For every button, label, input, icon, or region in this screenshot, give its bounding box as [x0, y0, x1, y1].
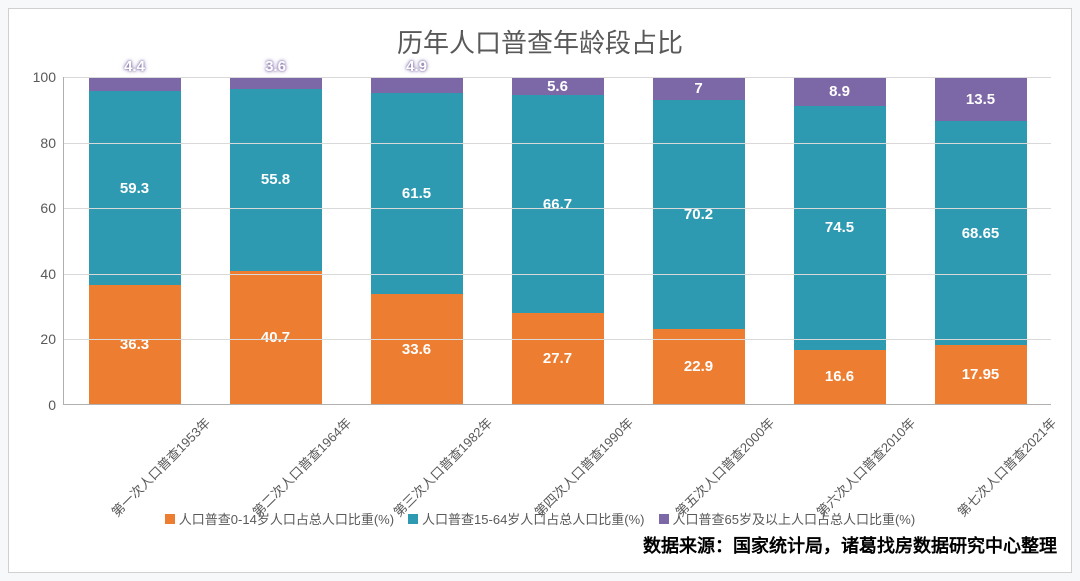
x-axis-label: 第六次人口普查2010年	[793, 407, 885, 517]
bar-value-label: 66.7	[543, 196, 572, 213]
x-axis-label: 第二次人口普查1964年	[229, 407, 321, 517]
gridline	[64, 143, 1051, 144]
bar-value-label: 74.5	[825, 219, 854, 236]
bar-segment: 16.6	[794, 350, 886, 404]
bar-segment: 59.3	[89, 91, 181, 285]
bar-value-label: 55.8	[261, 171, 290, 188]
x-axis-label: 第七次人口普查2021年	[934, 407, 1026, 517]
bar-segment: 13.5	[935, 77, 1027, 121]
plot-area: 36.3 59.3 4.4 40.7 55.8 3.6 33.6 61.5 4.9 27.7 66.…	[63, 77, 1051, 405]
bar-segment: 3.6	[230, 77, 322, 89]
bar-value-label: 5.6	[547, 78, 568, 95]
y-tick-label: 100	[33, 69, 64, 85]
bar-segment: 27.7	[512, 313, 604, 404]
bar-segment: 36.3	[89, 285, 181, 404]
data-source: 数据来源：国家统计局，诸葛找房数据研究中心整理	[643, 532, 1057, 558]
bar-value-label: 16.6	[825, 368, 854, 385]
bar-group: 27.7 66.7 5.6	[512, 77, 604, 404]
bar-value-label: 61.5	[402, 185, 431, 202]
gridline	[64, 274, 1051, 275]
bar-value-label: 68.65	[962, 225, 1000, 242]
y-tick-label: 60	[40, 200, 64, 216]
bar-value-label: 27.7	[543, 350, 572, 367]
bar-value-label: 13.5	[966, 91, 995, 108]
gridline	[64, 77, 1051, 78]
bar-group: 40.7 55.8 3.6	[230, 77, 322, 404]
legend-swatch	[165, 514, 175, 524]
bar-segment: 33.6	[371, 294, 463, 404]
legend-label: 人口普查65岁及以上人口占总人口比重(%)	[673, 509, 916, 528]
bars-row: 36.3 59.3 4.4 40.7 55.8 3.6 33.6 61.5 4.9 27.7 66.…	[64, 77, 1051, 404]
bar-value-label: 3.6	[230, 58, 322, 75]
bar-segment: 8.9	[794, 77, 886, 106]
bar-segment: 7	[653, 77, 745, 100]
bar-value-label: 4.4	[89, 58, 181, 75]
bar-segment: 68.65	[935, 121, 1027, 345]
legend-label: 人口普查0-14岁人口占总人口比重(%)	[179, 509, 394, 528]
bar-segment: 22.9	[653, 329, 745, 404]
legend-item: 人口普查15-64岁人口占总人口比重(%)	[408, 509, 644, 528]
bar-group: 22.9 70.2 7	[653, 77, 745, 404]
y-tick-label: 40	[40, 266, 64, 282]
bar-value-label: 40.7	[261, 329, 290, 346]
bar-value-label: 7	[694, 80, 702, 97]
bar-value-label: 8.9	[829, 83, 850, 100]
bar-group: 36.3 59.3 4.4	[89, 77, 181, 404]
bar-value-label: 4.9	[371, 58, 463, 75]
legend-item: 人口普查0-14岁人口占总人口比重(%)	[165, 509, 394, 528]
x-axis-label: 第四次人口普查1990年	[511, 407, 603, 517]
bar-segment: 66.7	[512, 95, 604, 313]
bar-group: 17.95 68.65 13.5	[935, 77, 1027, 404]
bar-segment: 4.4	[89, 77, 181, 91]
bar-value-label: 33.6	[402, 341, 431, 358]
bar-segment: 17.95	[935, 345, 1027, 404]
gridline	[64, 208, 1051, 209]
legend-swatch	[659, 514, 669, 524]
gridline	[64, 339, 1051, 340]
x-axis-label: 第五次人口普查2000年	[652, 407, 744, 517]
bar-segment: 55.8	[230, 89, 322, 271]
bar-group: 16.6 74.5 8.9	[794, 77, 886, 404]
legend-swatch	[408, 514, 418, 524]
x-axis-label: 第三次人口普查1982年	[370, 407, 462, 517]
bar-value-label: 17.95	[962, 366, 1000, 383]
y-tick-label: 0	[48, 397, 64, 413]
chart-title: 历年人口普查年龄段占比	[9, 23, 1071, 60]
y-tick-label: 80	[40, 135, 64, 151]
x-axis-label: 第一次人口普查1953年	[88, 407, 180, 517]
bar-segment: 61.5	[371, 93, 463, 294]
legend-item: 人口普查65岁及以上人口占总人口比重(%)	[659, 509, 916, 528]
x-labels-row: 第一次人口普查1953年第二次人口普查1964年第三次人口普查1982年第四次人…	[63, 407, 1051, 517]
bar-segment: 5.6	[512, 77, 604, 95]
y-tick-label: 20	[40, 331, 64, 347]
bar-segment: 70.2	[653, 100, 745, 329]
bar-segment: 4.9	[371, 77, 463, 93]
bar-segment: 40.7	[230, 271, 322, 404]
bar-group: 33.6 61.5 4.9	[371, 77, 463, 404]
bar-value-label: 59.3	[120, 180, 149, 197]
bar-value-label: 22.9	[684, 358, 713, 375]
legend: 人口普查0-14岁人口占总人口比重(%) 人口普查15-64岁人口占总人口比重(%…	[9, 509, 1071, 528]
legend-label: 人口普查15-64岁人口占总人口比重(%)	[422, 509, 644, 528]
